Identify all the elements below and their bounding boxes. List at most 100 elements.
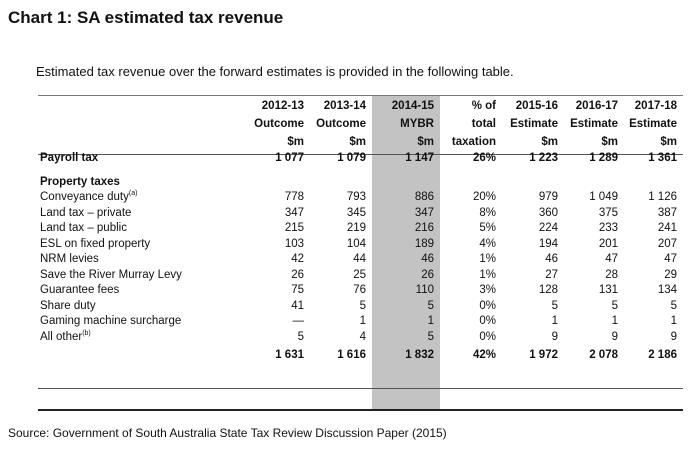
column-header: $m xyxy=(601,136,618,148)
column-header: Estimate xyxy=(629,118,677,130)
value-cell: 1 972 xyxy=(529,349,558,361)
value-cell: 42% xyxy=(472,349,496,361)
row-label: Conveyance duty(a) xyxy=(38,190,242,206)
value-cell: 345 xyxy=(346,206,366,219)
value-cell: 128 xyxy=(538,284,558,296)
bottom-rule xyxy=(38,409,683,411)
value-cell: 20% xyxy=(472,191,496,203)
table-row-payroll: Payroll tax 1 077 1 079 1 147 26% 1 223 1 289 1… xyxy=(38,151,683,167)
footnote-marker: (b) xyxy=(82,329,91,337)
section-heading-row: Property taxes xyxy=(38,175,683,191)
value-cell: 1% xyxy=(479,253,496,265)
value-cell: 46 xyxy=(421,253,434,265)
empty-cell xyxy=(564,175,624,191)
value-cell: 2 186 xyxy=(648,349,677,361)
column-header: $m xyxy=(287,136,304,148)
value-cell: 1 147 xyxy=(405,152,434,164)
value-cell: 215 xyxy=(284,222,304,234)
tax-revenue-table: 2012-13 2013-14 2014-15 % of 2015-16 2016-17 2… xyxy=(38,97,683,366)
table-row: Gaming machine surcharge — 1 1 0% 1 1 1 xyxy=(38,314,683,330)
row-label: Share duty xyxy=(38,299,242,315)
column-header: $m xyxy=(541,136,558,148)
value-cell: 5 xyxy=(427,330,434,343)
table-row-total: 1 631 1 616 1 832 42% 1 972 2 078 2 186 xyxy=(38,345,683,366)
value-cell: 347 xyxy=(414,206,434,219)
value-cell: 0% xyxy=(479,330,496,343)
column-header: % of xyxy=(471,100,496,112)
intro-text: Estimated tax revenue over the forward e… xyxy=(36,64,514,79)
value-cell: 375 xyxy=(598,206,618,219)
value-cell: 1 832 xyxy=(405,349,434,361)
row-label-text: Payroll tax xyxy=(40,152,99,164)
chart-title: Chart 1: SA estimated tax revenue xyxy=(8,8,284,27)
column-header: Estimate xyxy=(510,118,558,130)
value-cell: 46 xyxy=(545,253,558,265)
value-cell: 2 078 xyxy=(589,349,618,361)
value-cell: 104 xyxy=(346,237,366,250)
value-cell: 1 289 xyxy=(589,152,618,164)
value-cell: 194 xyxy=(538,237,558,250)
value-cell: 1 xyxy=(551,315,558,327)
value-cell: 9 xyxy=(670,330,677,343)
value-cell: 44 xyxy=(353,253,366,265)
value-cell: 28 xyxy=(605,268,618,281)
column-header: 2014-15 xyxy=(391,100,434,112)
row-label: Save the River Murray Levy xyxy=(38,268,242,284)
empty-cell xyxy=(242,167,310,175)
empty-cell xyxy=(624,175,683,191)
column-header: 2015-16 xyxy=(515,100,558,112)
value-cell: 207 xyxy=(657,237,677,250)
value-cell: 75 xyxy=(291,284,304,296)
column-header: $m xyxy=(349,136,366,148)
table-top-rule xyxy=(38,95,683,96)
value-cell: 793 xyxy=(346,191,366,203)
value-cell: 219 xyxy=(346,222,366,234)
value-cell: 1 223 xyxy=(529,152,558,164)
total-rule xyxy=(38,388,683,389)
value-cell: — xyxy=(292,315,305,327)
row-label-text: Save the River Murray Levy xyxy=(40,268,182,281)
empty-cell xyxy=(564,167,624,175)
table-row: All other(b) 5 4 5 0% 9 9 9 xyxy=(38,330,683,346)
table-row: Land tax – private 347 345 347 8% 360 375 387 xyxy=(38,206,683,222)
value-cell: 0% xyxy=(479,315,496,327)
row-label-text: Property taxes xyxy=(40,175,120,188)
row-label xyxy=(38,345,242,366)
table-row: Land tax – public 215 219 216 5% 224 233 241 xyxy=(38,221,683,237)
value-cell: 47 xyxy=(605,253,618,265)
empty-cell xyxy=(502,167,564,175)
row-label: Land tax – private xyxy=(38,206,242,222)
value-cell: 103 xyxy=(284,237,304,250)
value-cell: 76 xyxy=(353,284,366,296)
value-cell: 1 077 xyxy=(275,152,304,164)
value-cell: 1 631 xyxy=(275,349,304,361)
value-cell: 1 126 xyxy=(648,191,677,203)
value-cell: 5% xyxy=(479,222,496,234)
row-label-text: Share duty xyxy=(40,299,96,312)
value-cell: 26 xyxy=(421,268,434,281)
header-blank xyxy=(38,115,242,133)
header-row: 2012-13 2013-14 2014-15 % of 2015-16 2016-17 2… xyxy=(38,97,683,115)
value-cell: 1 361 xyxy=(648,152,677,164)
value-cell: 3% xyxy=(479,284,496,296)
column-header: Outcome xyxy=(316,118,366,130)
empty-cell xyxy=(242,175,310,191)
row-label-text: All other xyxy=(40,330,83,343)
row-label: Payroll tax xyxy=(38,151,242,167)
value-cell: 9 xyxy=(551,330,558,343)
value-cell: 189 xyxy=(414,237,434,250)
value-cell: 5 xyxy=(297,330,304,343)
row-label: Guarantee fees xyxy=(38,283,242,299)
value-cell: 5 xyxy=(427,299,434,312)
column-header: Outcome xyxy=(254,118,304,130)
row-label-text: ESL on fixed property xyxy=(40,237,151,250)
row-label-text: Guarantee fees xyxy=(40,284,120,296)
footnote-marker: (a) xyxy=(128,190,138,198)
value-cell: 27 xyxy=(545,268,558,281)
value-cell: 347 xyxy=(284,206,304,219)
value-cell: 5 xyxy=(670,299,677,312)
table-row: Conveyance duty(a) 778 793 886 20% 979 1 049 1 … xyxy=(38,190,683,206)
value-cell: 778 xyxy=(284,191,304,203)
value-cell: 5 xyxy=(551,299,558,312)
table-row: Guarantee fees 75 76 110 3% 128 131 134 xyxy=(38,283,683,299)
